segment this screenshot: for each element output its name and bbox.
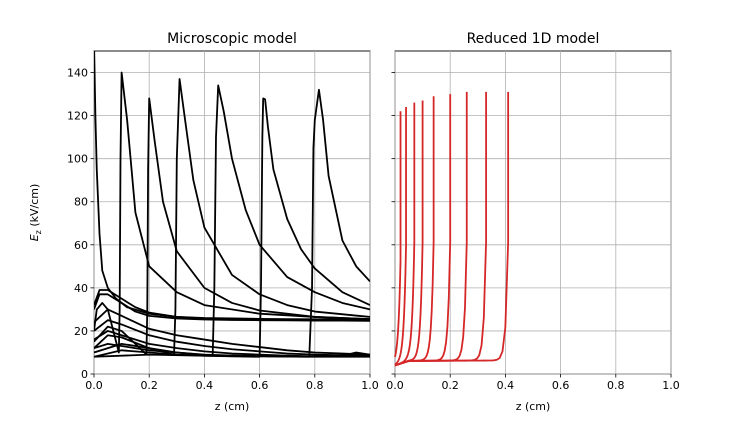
y-axis-label-units: (kV/cm) [28,184,41,230]
reduced-model-profile-line [394,91,487,367]
y-axis-label: Ez (kV/cm) [28,184,43,242]
y-tick-label: 60 [74,239,88,252]
y-tick-label: 40 [74,282,88,295]
right-x-tick-label: 0.4 [497,379,515,392]
right-y-ticks [391,72,395,375]
microscopic-profile-line [94,97,370,356]
left-x-ticks: 0.0 0.2 0.4 0.6 0.8 1.0 [85,374,379,392]
y-tick-label: 100 [67,153,88,166]
right-x-ticks: 0.0 0.2 0.4 0.6 0.8 1.0 [386,374,680,392]
left-x-tick-label: 0.8 [306,379,324,392]
left-x-tick-label: 0.4 [196,379,214,392]
y-tick-label: 0 [81,368,88,381]
right-plot-frame [394,50,672,375]
right-x-tick-label: 0.8 [607,379,625,392]
reduced-model-profile-line [394,91,510,367]
microscopic-profile-line [94,293,370,322]
microscopic-profile-line [94,319,370,357]
right-x-tick-label: 1.0 [662,379,680,392]
y-tick-label: 80 [74,196,88,209]
microscopic-profile-line [94,71,370,354]
right-chart-reduced-1d-model: 0.0 0.2 0.4 0.6 0.8 1.0 Reduced 1D model z (c… [386,31,680,413]
microscopic-profile-line [94,289,370,322]
left-x-tick-label: 1.0 [361,379,379,392]
microscopic-profile-line [94,330,370,358]
left-x-axis-label: z (cm) [215,400,250,413]
microscopic-profile-line [94,342,370,358]
right-x-tick-label: 0.2 [441,379,459,392]
y-axis-label-subscript: z [34,230,43,234]
y-tick-label: 120 [67,110,88,123]
reduced-model-profile-line [394,106,407,366]
left-chart-title: Microscopic model [167,31,297,47]
left-series-group [94,51,370,358]
left-y-ticks: 0 20 40 60 80 100 120 140 [67,67,94,381]
right-grid [394,51,672,375]
right-x-tick-label: 0.0 [386,379,404,392]
microscopic-profile-line [94,84,370,357]
left-x-tick-label: 0.2 [140,379,158,392]
right-chart-title: Reduced 1D model [467,31,600,47]
microscopic-profile-line [94,78,370,356]
left-x-tick-label: 0.6 [251,379,269,392]
y-tick-label: 140 [67,67,88,80]
y-tick-label: 20 [74,325,88,338]
right-series-group [394,91,510,367]
right-x-axis-label: z (cm) [516,400,551,413]
left-chart-microscopic-model: 0.0 0.2 0.4 0.6 0.8 1.0 0 20 40 60 80 100 120 140 Mi… [28,31,379,413]
left-x-tick-label: 0.0 [85,379,103,392]
right-x-tick-label: 0.6 [552,379,570,392]
y-axis-label-main: E [28,234,41,241]
reduced-model-profile-line [394,111,402,358]
microscopic-profile-line [94,308,370,356]
